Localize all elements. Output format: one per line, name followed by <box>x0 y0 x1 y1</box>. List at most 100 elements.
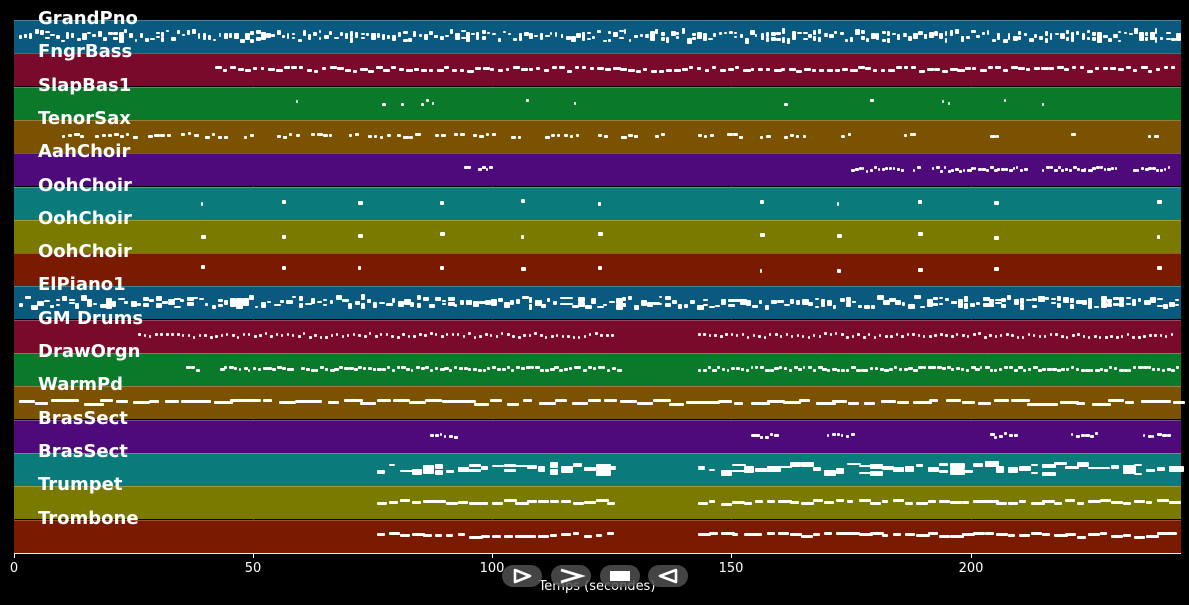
note <box>801 502 814 505</box>
note <box>835 69 840 72</box>
note <box>1026 299 1032 301</box>
note <box>816 402 836 405</box>
note <box>1024 168 1028 171</box>
note <box>1054 502 1062 505</box>
note <box>452 333 454 336</box>
note <box>303 332 305 335</box>
note <box>866 170 868 173</box>
play-backward-button[interactable] <box>648 565 688 587</box>
note <box>1148 70 1152 73</box>
note <box>721 470 732 476</box>
note <box>156 32 160 34</box>
note <box>607 466 616 468</box>
note <box>516 366 520 369</box>
note <box>478 168 482 171</box>
note <box>755 500 763 503</box>
note <box>1169 302 1175 307</box>
note <box>268 68 275 71</box>
note <box>721 503 732 506</box>
note <box>703 304 708 306</box>
stop-button[interactable] <box>600 565 640 587</box>
note <box>460 69 464 72</box>
note <box>1049 67 1054 70</box>
note <box>389 532 400 535</box>
note <box>567 70 572 73</box>
note <box>607 502 615 505</box>
note <box>984 336 987 339</box>
note <box>458 533 465 536</box>
note <box>100 304 107 308</box>
note <box>966 369 969 372</box>
note <box>417 295 421 300</box>
note <box>927 299 933 304</box>
note <box>760 366 764 369</box>
note <box>653 302 660 305</box>
note <box>1101 302 1107 308</box>
note <box>135 39 137 42</box>
note <box>261 67 264 70</box>
note <box>751 68 754 71</box>
note <box>82 35 87 40</box>
note <box>1118 68 1124 71</box>
note <box>674 69 681 72</box>
note <box>469 502 483 505</box>
note <box>709 469 715 471</box>
note <box>1064 68 1069 71</box>
note <box>815 306 819 308</box>
note <box>621 136 627 139</box>
note <box>870 367 873 370</box>
fast-forward-button[interactable] <box>551 565 591 587</box>
note <box>1133 69 1137 72</box>
note <box>435 534 442 537</box>
note <box>927 68 934 71</box>
note <box>859 465 872 467</box>
note <box>682 28 685 34</box>
note <box>841 135 845 138</box>
note <box>369 332 371 335</box>
note <box>361 294 365 300</box>
note <box>1051 302 1056 304</box>
note <box>534 332 537 335</box>
note <box>325 336 328 339</box>
note <box>1045 31 1048 36</box>
note <box>1033 366 1038 369</box>
note <box>734 32 737 34</box>
note <box>1042 472 1056 476</box>
note <box>992 39 996 42</box>
note <box>964 296 968 302</box>
note <box>837 202 839 206</box>
note <box>1043 403 1058 406</box>
note <box>962 533 975 536</box>
note <box>236 303 243 309</box>
note <box>766 32 769 37</box>
note <box>643 68 647 71</box>
note <box>776 38 781 41</box>
note <box>205 303 208 306</box>
note <box>1157 200 1162 204</box>
note <box>68 134 72 137</box>
note <box>871 35 876 39</box>
note <box>995 66 1001 69</box>
note <box>113 37 118 40</box>
note <box>972 67 976 70</box>
note <box>750 30 755 35</box>
note <box>650 31 655 37</box>
note <box>796 300 800 303</box>
note <box>538 466 545 470</box>
note <box>1009 434 1013 437</box>
note <box>315 369 318 372</box>
note <box>340 32 343 36</box>
play-forward-button[interactable] <box>502 565 542 587</box>
note <box>1171 66 1175 69</box>
note <box>758 335 761 338</box>
note <box>299 303 303 308</box>
note <box>1029 38 1034 42</box>
note <box>607 369 610 372</box>
note <box>442 300 446 302</box>
note <box>323 134 328 137</box>
note <box>87 32 91 34</box>
note <box>709 334 711 337</box>
note <box>144 334 146 337</box>
note <box>413 31 416 37</box>
note <box>481 535 490 538</box>
